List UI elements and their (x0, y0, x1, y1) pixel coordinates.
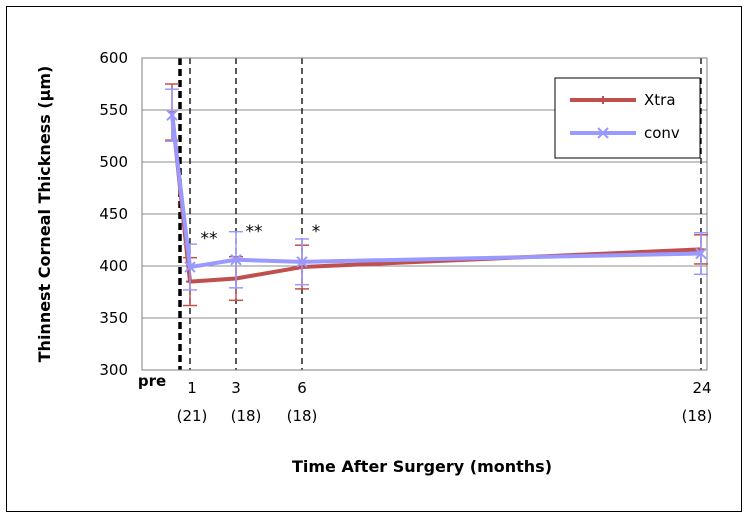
x-tick-label: pre (138, 372, 166, 390)
y-tick-labels: 300 350 400 450 500 550 600 (99, 49, 128, 379)
legend: Xtra conv (554, 77, 701, 159)
legend-item-conv: conv (570, 124, 680, 142)
y-tick-label: 450 (99, 205, 128, 223)
x-sample-size-label: (18) (287, 407, 318, 425)
x-tick-label: 3 (231, 379, 241, 397)
significance-label: * (312, 222, 321, 242)
x-sample-size-label: (21) (177, 407, 208, 425)
data-point (230, 254, 242, 266)
y-tick-label: 500 (99, 153, 128, 171)
series-layer (165, 83, 708, 307)
marker-stroke (230, 254, 242, 266)
marker-stroke (184, 261, 196, 273)
vertical-dashed-lines (178, 58, 702, 370)
y-tick-label: 350 (99, 309, 128, 327)
y-tick-label: 600 (99, 49, 128, 67)
legend-item-Xtra: Xtra (570, 91, 676, 109)
x-tick-label: 24 (692, 379, 711, 397)
legend-marker (597, 127, 609, 139)
data-point (166, 109, 178, 121)
x-tick-label: 6 (297, 379, 307, 397)
significance-label: ** (201, 229, 218, 249)
data-point (296, 256, 308, 268)
data-point (184, 261, 196, 273)
legend-box (554, 77, 701, 159)
y-tick-label: 300 (99, 361, 128, 379)
significance-label: ** (246, 222, 263, 242)
legend-label: conv (644, 124, 680, 142)
data-point (695, 247, 707, 260)
plot-border (141, 57, 708, 371)
y-axis-title: Thinnest Corneal Thickness (μm) (35, 66, 54, 363)
plot-area (141, 57, 708, 371)
significance-labels: ** ** * (201, 222, 321, 249)
x-sample-size-label: (18) (682, 407, 713, 425)
x-axis-title: Time After Surgery (months) (292, 457, 552, 476)
marker-stroke (695, 247, 707, 260)
x-tick-labels: pre 1 (21) 3 (18) 6 (18) 24 (18) (138, 372, 713, 425)
marker-stroke (296, 256, 308, 268)
marker-stroke (166, 109, 178, 121)
y-tick-label: 550 (99, 101, 128, 119)
x-tick-label: 1 (187, 379, 197, 397)
y-tick-label: 400 (99, 257, 128, 275)
series-conv (165, 88, 708, 291)
legend-label: Xtra (644, 91, 676, 109)
x-sample-size-label: (18) (231, 407, 262, 425)
